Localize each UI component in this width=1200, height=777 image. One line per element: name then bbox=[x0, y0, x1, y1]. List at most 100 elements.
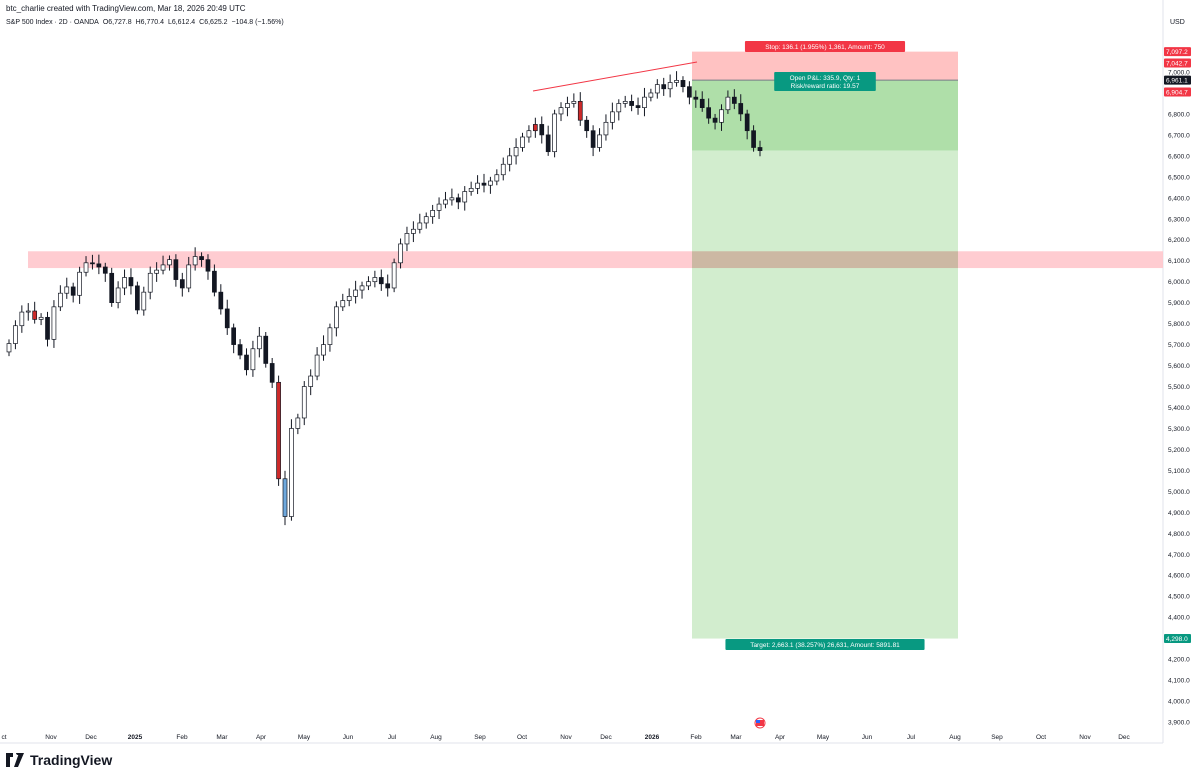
candle-body bbox=[83, 262, 89, 273]
candle bbox=[256, 326, 262, 358]
candle bbox=[526, 125, 532, 143]
candle bbox=[154, 262, 159, 282]
price-tick-label: 5,800.0 bbox=[1168, 321, 1190, 328]
candle bbox=[411, 221, 416, 243]
price-badge: 6,904.7 bbox=[1164, 87, 1191, 97]
candle bbox=[186, 256, 192, 293]
price-tick-label: 6,800.0 bbox=[1168, 111, 1190, 118]
time-tick-label: Jul bbox=[907, 734, 916, 741]
candle-body bbox=[693, 96, 699, 100]
candle bbox=[654, 79, 660, 99]
tradingview-brand[interactable]: TradingView bbox=[6, 752, 112, 768]
candle bbox=[731, 89, 737, 110]
price-badge: 4,298.0 bbox=[1164, 634, 1191, 644]
zone-overlap bbox=[692, 251, 958, 269]
price-tick-label: 3,900.0 bbox=[1168, 720, 1190, 727]
candle bbox=[38, 313, 44, 326]
candle-body bbox=[6, 343, 12, 353]
price-tick-label: 6,700.0 bbox=[1168, 132, 1190, 139]
symbol-legend: S&P 500 Index · 2D · OANDA O6,727.8 H6,7… bbox=[6, 19, 286, 26]
candle-body bbox=[558, 107, 564, 115]
price-badge-text: 4,298.0 bbox=[1166, 636, 1188, 643]
stop-label-bg bbox=[744, 41, 906, 52]
time-tick-label: Sep bbox=[474, 734, 486, 741]
candle-body bbox=[51, 306, 57, 340]
candle bbox=[610, 102, 615, 130]
candle-body bbox=[391, 262, 397, 289]
candle-body bbox=[154, 269, 159, 274]
time-tick-label: Dec bbox=[85, 734, 97, 741]
candle-body bbox=[648, 92, 654, 98]
candle-body bbox=[70, 286, 76, 296]
candle bbox=[558, 102, 564, 122]
candle-body bbox=[250, 348, 256, 371]
candle bbox=[45, 311, 50, 347]
candle bbox=[250, 340, 256, 377]
candle bbox=[757, 140, 763, 157]
candle bbox=[719, 104, 724, 131]
attribution-line: btc_charlie created with TradingView.com… bbox=[6, 4, 246, 13]
candle bbox=[475, 175, 480, 195]
candle-body bbox=[526, 130, 532, 138]
candle-body bbox=[507, 155, 513, 165]
candle bbox=[622, 95, 628, 108]
price-tick-label: 6,600.0 bbox=[1168, 153, 1190, 160]
candle bbox=[603, 114, 609, 141]
time-tick-label: 2025 bbox=[128, 734, 143, 741]
price-tick-label: 4,100.0 bbox=[1168, 678, 1190, 685]
candle bbox=[725, 90, 731, 114]
target-label-bg bbox=[725, 639, 925, 650]
candle-body bbox=[378, 277, 384, 285]
candle bbox=[282, 470, 288, 526]
candle-body bbox=[160, 264, 166, 271]
candle bbox=[237, 339, 243, 360]
time-tick-label: May bbox=[817, 734, 830, 741]
candle bbox=[135, 281, 140, 315]
candle-body bbox=[321, 344, 326, 356]
candle-body bbox=[263, 335, 269, 364]
time-tick-label: Apr bbox=[775, 734, 786, 741]
time-tick-label: Feb bbox=[176, 734, 188, 741]
symbol-name[interactable]: S&P 500 Index · 2D · OANDA bbox=[6, 19, 99, 26]
price-tick-label: 5,300.0 bbox=[1168, 426, 1190, 433]
candle-body bbox=[699, 98, 705, 108]
price-tick-label: 6,500.0 bbox=[1168, 174, 1190, 181]
price-tick-label: 5,600.0 bbox=[1168, 363, 1190, 370]
price-badge: 6,961.1 bbox=[1164, 75, 1191, 85]
price-tick-label: 5,700.0 bbox=[1168, 342, 1190, 349]
candle bbox=[674, 71, 679, 87]
time-tick-label: Apr bbox=[256, 734, 267, 741]
price-badge-bg bbox=[1164, 75, 1191, 85]
candle-body bbox=[179, 279, 185, 289]
ohlc-high: H6,770.4 bbox=[135, 19, 164, 26]
candle bbox=[289, 419, 294, 521]
candle bbox=[693, 90, 699, 108]
price-tick-label: 5,900.0 bbox=[1168, 300, 1190, 307]
pnl-label-bg bbox=[774, 72, 876, 91]
stop-label-text: Stop: 136.1 (1.955%) 1,361, Amount: 750 bbox=[765, 44, 885, 51]
candle bbox=[744, 109, 750, 140]
candle-body bbox=[353, 289, 358, 297]
candle bbox=[539, 116, 545, 144]
time-tick-label: May bbox=[298, 734, 311, 741]
candle bbox=[398, 238, 403, 269]
resistance-zone bbox=[28, 251, 1163, 269]
candle bbox=[738, 94, 744, 122]
candle bbox=[212, 264, 217, 297]
candle-body bbox=[449, 197, 455, 201]
candle-body bbox=[417, 222, 423, 230]
candle-body bbox=[13, 325, 18, 344]
candles bbox=[6, 71, 763, 526]
candle bbox=[597, 128, 602, 152]
candle bbox=[276, 375, 281, 486]
candle bbox=[629, 94, 634, 112]
candle bbox=[532, 117, 538, 138]
candle bbox=[314, 347, 320, 381]
price-tick-label: 4,000.0 bbox=[1168, 699, 1190, 706]
candle bbox=[712, 113, 718, 130]
candle-body bbox=[436, 203, 442, 211]
candle bbox=[224, 299, 230, 335]
candle-body bbox=[532, 124, 538, 132]
candle bbox=[443, 191, 448, 209]
